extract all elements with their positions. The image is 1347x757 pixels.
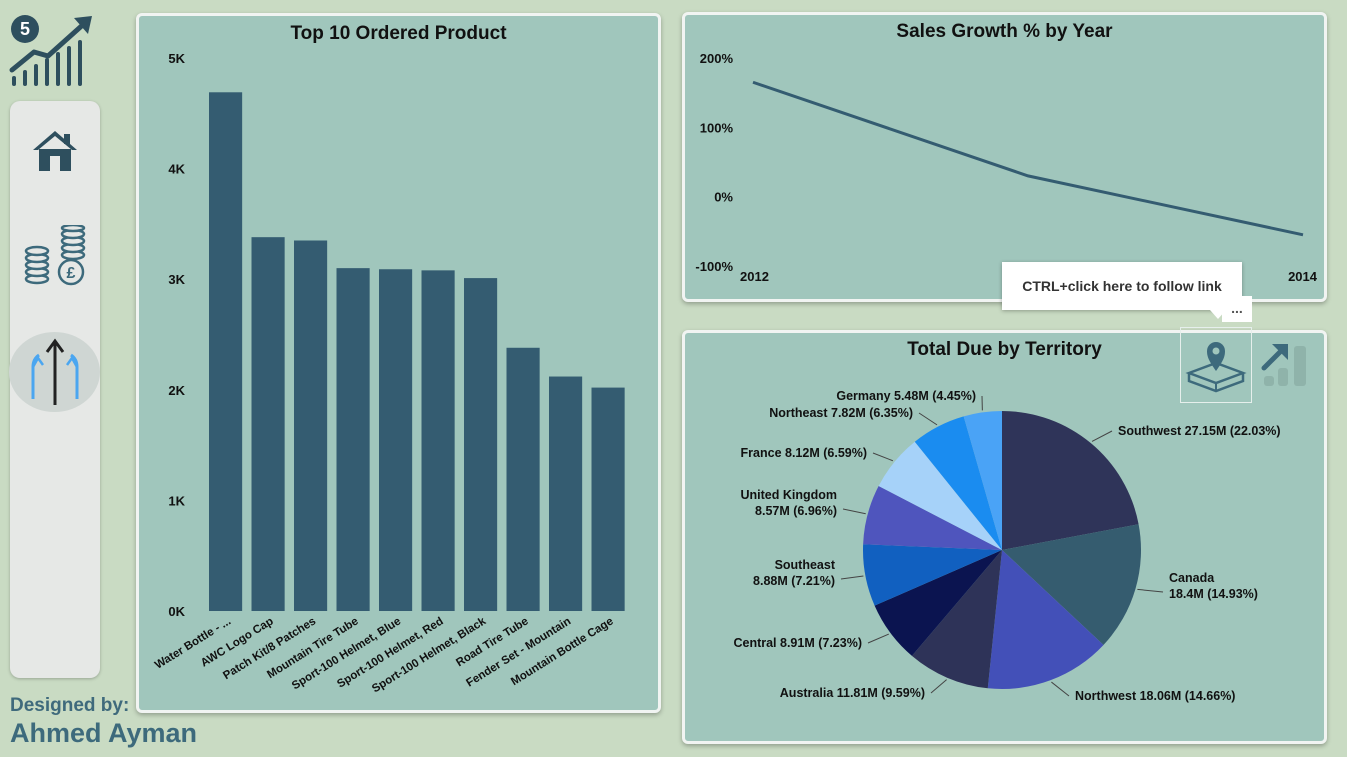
line-x-tick: 2012 xyxy=(740,269,769,284)
pie-slice-southeast xyxy=(863,544,1002,606)
line-y-tick: 0% xyxy=(714,190,733,205)
map-pin-icon xyxy=(1185,342,1247,393)
bar-6 xyxy=(464,278,498,611)
pie-leader-line xyxy=(930,679,947,694)
line-x-tick: 2014 xyxy=(1288,269,1318,284)
growth-bars-icon xyxy=(1261,344,1306,386)
pie-leader-line xyxy=(1051,681,1070,697)
nav-finance-button[interactable]: £ xyxy=(10,216,100,296)
nav-growth-button[interactable] xyxy=(9,332,100,412)
bar-y-tick: 2K xyxy=(168,383,185,398)
pie-leader-line xyxy=(840,575,864,580)
pie-slice-northwest xyxy=(987,550,1104,689)
bar-9 xyxy=(591,387,625,611)
pie-label: France 8.12M (6.59%) xyxy=(741,446,867,460)
bar-y-tick: 3K xyxy=(168,272,185,287)
pie-slice-southwest xyxy=(1002,411,1139,550)
pie-slice-canada xyxy=(1002,524,1141,645)
pie-leader-line xyxy=(918,412,938,426)
pie-leader-line xyxy=(1091,430,1113,442)
bar-2 xyxy=(294,240,328,612)
line-chart: -100% 0% 100% 200% 2012 2014 xyxy=(695,51,1318,284)
bar-x-label: Water Bottle - ... xyxy=(153,615,233,671)
pie-slice-northeast xyxy=(914,416,1002,550)
pie-label: Central 8.91M (7.23%) xyxy=(733,636,862,650)
pie-slice-central xyxy=(874,550,1002,656)
tooltip-arrow xyxy=(1210,310,1226,319)
growth-line xyxy=(752,80,1304,237)
pie-label: Southwest 27.15M (22.03%) xyxy=(1118,424,1281,438)
pie-label: Australia 11.81M (9.59%) xyxy=(780,686,925,700)
pie-label-value: 8.57M (6.96%) xyxy=(755,504,837,518)
pie-slice-australia xyxy=(911,550,1002,689)
designed-by-label: Designed by: xyxy=(10,695,130,716)
line-y-tick: -100% xyxy=(695,259,733,274)
pie-chart-title: Total Due by Territory xyxy=(907,339,1102,360)
pie-slice-germany xyxy=(963,411,1002,550)
pie-leader-line xyxy=(867,633,889,644)
bar-8 xyxy=(549,376,583,611)
bar-5 xyxy=(421,270,455,611)
territory-map-button[interactable] xyxy=(1180,327,1252,403)
coins-pound-icon: £ xyxy=(24,225,86,286)
pie-label-name: United Kingdom xyxy=(740,488,837,502)
logo-badge: 5 xyxy=(20,19,30,39)
line-y-tick: 200% xyxy=(700,51,734,66)
pie-slice-france xyxy=(878,441,1002,550)
growth-chart-button[interactable] xyxy=(1260,340,1310,388)
bar-y-tick: 1K xyxy=(168,493,185,508)
more-options-button[interactable]: ... xyxy=(1222,296,1252,322)
bar-chart-title: Top 10 Ordered Product xyxy=(290,23,507,44)
line-y-tick: 100% xyxy=(700,120,734,135)
sidebar-nav: £ xyxy=(9,101,100,678)
pie-leader-line xyxy=(872,452,894,462)
svg-text:£: £ xyxy=(67,265,76,282)
pie-label-name: Canada xyxy=(1169,571,1215,585)
line-chart-title: Sales Growth % by Year xyxy=(896,21,1113,42)
pie-label: Northeast 7.82M (6.35%) xyxy=(769,406,913,420)
bar-y-tick: 5K xyxy=(168,51,185,66)
follow-link-tooltip: CTRL+click here to follow link xyxy=(1002,262,1242,310)
pie-leader-line xyxy=(842,508,866,515)
top-products-panel: Top 10 Ordered Product 0K 1K 2K 3K 4K 5K Water… xyxy=(136,13,661,713)
pie-slice-united-kingdom xyxy=(863,486,1002,550)
growth-arrows-icon xyxy=(31,338,78,405)
bar-y-tick: 4K xyxy=(168,162,185,177)
sales-growth-panel: Sales Growth % by Year -100% 0% 100% 200% 20… xyxy=(682,12,1327,302)
bar-1 xyxy=(251,237,285,611)
pie-leader-line xyxy=(1137,588,1164,593)
pie-label-value: 8.88M (7.21%) xyxy=(753,574,835,588)
pie-label: Germany 5.48M (4.45%) xyxy=(836,389,976,403)
pie-chart: Southwest 27.15M (22.03%) Canada 18.4M (14… xyxy=(733,389,1281,703)
bar-0 xyxy=(209,92,243,611)
bar-7 xyxy=(506,347,540,611)
author-name: Ahmed Ayman xyxy=(10,718,198,748)
bar-4 xyxy=(379,269,413,611)
bar-3 xyxy=(336,268,370,611)
nav-home-button[interactable] xyxy=(10,111,100,191)
app-logo: 5 xyxy=(8,12,94,88)
bar-y-tick: 0K xyxy=(168,604,185,619)
pie-label: Northwest 18.06M (14.66%) xyxy=(1075,689,1235,703)
home-icon xyxy=(33,131,77,171)
pie-label-name: Southeast xyxy=(775,558,836,572)
total-due-panel: Total Due by Territory Southwest 27.15M … xyxy=(682,330,1327,744)
pie-label-value: 18.4M (14.93%) xyxy=(1169,587,1258,601)
